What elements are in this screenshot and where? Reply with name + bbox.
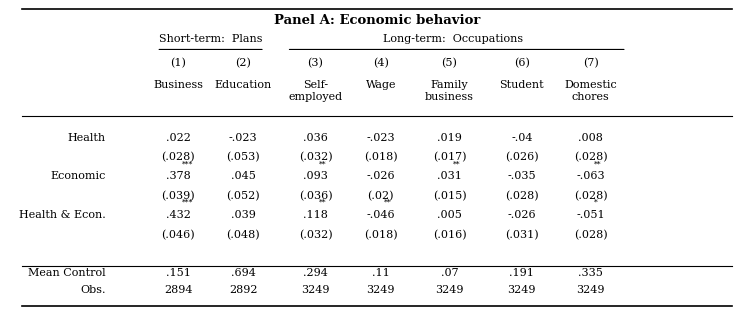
Text: (.028): (.028) [505,191,539,201]
Text: 3249: 3249 [576,286,605,295]
Text: -.023: -.023 [367,133,395,142]
Text: ***: *** [182,160,193,168]
Text: Health & Econ.: Health & Econ. [19,210,106,220]
Text: Self-
employed: Self- employed [288,80,343,102]
Text: -.023: -.023 [229,133,257,142]
Text: -.046: -.046 [367,210,395,220]
Text: Health: Health [67,133,106,142]
Text: .036: .036 [303,133,328,142]
Text: (3): (3) [307,58,324,69]
Text: Long-term:  Occupations: Long-term: Occupations [383,34,523,44]
Text: (.053): (.053) [226,152,260,163]
Text: .118: .118 [303,210,328,220]
Text: -.035: -.035 [508,171,537,181]
Text: 3249: 3249 [435,286,463,295]
Text: .694: .694 [231,269,256,278]
Text: 3249: 3249 [367,286,395,295]
Text: Family
business: Family business [425,80,474,102]
Text: (.032): (.032) [299,230,333,240]
Text: Panel A: Economic behavior: Panel A: Economic behavior [274,14,480,27]
Text: (4): (4) [372,58,389,69]
Text: (.016): (.016) [432,230,466,240]
Text: (.028): (.028) [573,230,607,240]
Text: .008: .008 [578,133,603,142]
Text: (.048): (.048) [226,230,260,240]
Text: (.039): (.039) [161,191,195,201]
Text: -.026: -.026 [367,171,395,181]
Text: .045: .045 [231,171,256,181]
Text: .294: .294 [303,269,328,278]
Text: 3249: 3249 [508,286,536,295]
Text: Student: Student [500,80,544,90]
Text: .07: .07 [440,269,458,278]
Text: **: ** [594,160,602,168]
Text: -.04: -.04 [511,133,533,142]
Text: (.02): (.02) [367,191,394,201]
Text: .022: .022 [166,133,191,142]
Text: Education: Education [214,80,272,90]
Text: (.015): (.015) [432,191,466,201]
Text: Wage: Wage [366,80,396,90]
Text: Domestic
chores: Domestic chores [565,80,617,102]
Text: .093: .093 [303,171,328,181]
Text: *: * [594,199,598,207]
Text: .151: .151 [166,269,191,278]
Text: (.052): (.052) [226,191,260,201]
Text: .11: .11 [372,269,389,278]
Text: -.063: -.063 [576,171,605,181]
Text: (.026): (.026) [505,152,539,163]
Text: Mean Control: Mean Control [28,269,106,278]
Text: **: ** [453,160,460,168]
Text: (.046): (.046) [161,230,195,240]
Text: -.051: -.051 [576,210,605,220]
Text: -.026: -.026 [508,210,537,220]
Text: (.032): (.032) [299,152,333,163]
Text: .005: .005 [437,210,462,220]
Text: (.017): (.017) [433,152,466,163]
Text: .378: .378 [166,171,191,181]
Text: Business: Business [153,80,203,90]
Text: (.031): (.031) [505,230,539,240]
Text: .031: .031 [437,171,462,181]
Text: 3249: 3249 [302,286,330,295]
Text: ***: *** [182,199,193,207]
Text: (6): (6) [514,58,530,69]
Text: .191: .191 [509,269,534,278]
Text: 2894: 2894 [164,286,192,295]
Text: .432: .432 [166,210,191,220]
Text: .019: .019 [437,133,462,142]
Text: (.028): (.028) [161,152,195,163]
Text: (5): (5) [441,58,457,69]
Text: (1): (1) [170,58,186,69]
Text: **: ** [319,160,327,168]
Text: .335: .335 [578,269,603,278]
Text: Short-term:  Plans: Short-term: Plans [159,34,262,44]
Text: **: ** [319,199,327,207]
Text: **: ** [384,199,392,207]
Text: (.036): (.036) [299,191,333,201]
Text: (2): (2) [235,58,251,69]
Text: Economic: Economic [50,171,106,181]
Text: (7): (7) [583,58,599,69]
Text: (.028): (.028) [573,191,607,201]
Text: Obs.: Obs. [80,286,106,295]
Text: .039: .039 [231,210,256,220]
Text: (.018): (.018) [364,230,398,240]
Text: (.028): (.028) [573,152,607,163]
Text: 2892: 2892 [229,286,257,295]
Text: (.018): (.018) [364,152,398,163]
